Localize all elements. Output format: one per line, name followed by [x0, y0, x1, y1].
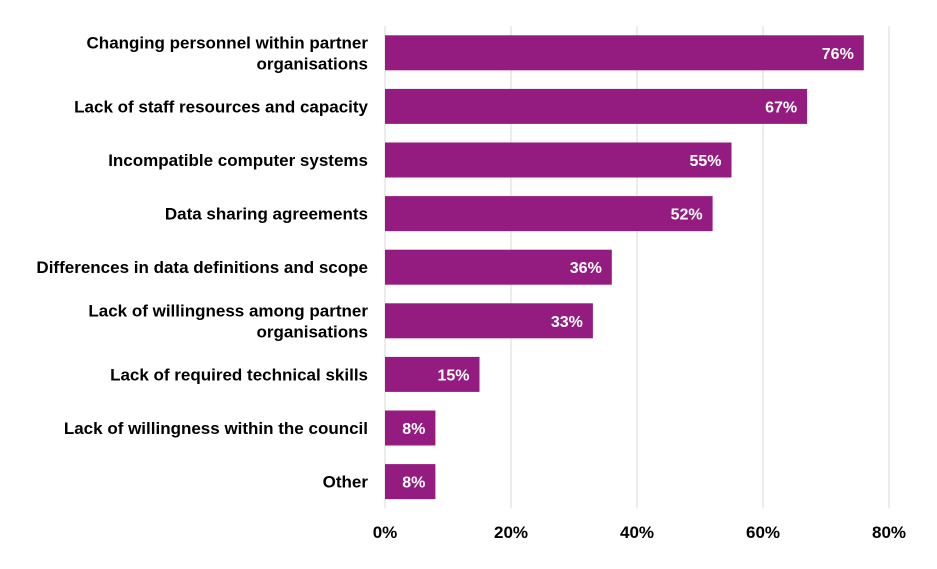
x-tick-label: 0%: [373, 523, 398, 542]
category-label: Data sharing agreements: [165, 205, 368, 224]
category-label: organisations: [257, 322, 368, 341]
bar: [385, 35, 864, 71]
data-label: 15%: [437, 367, 469, 384]
bar: [385, 356, 480, 392]
category-label: Other: [323, 473, 369, 492]
category-label: Lack of willingness within the council: [64, 419, 368, 438]
category-labels: Changing personnel within partner organis…: [36, 33, 368, 491]
bar: [385, 303, 593, 339]
bar: [385, 249, 612, 285]
bars: [385, 35, 864, 500]
category-label: Changing personnel within partner: [87, 33, 369, 52]
x-tick-label: 80%: [872, 523, 906, 542]
category-label: Lack of staff resources and capacity: [74, 97, 368, 116]
x-tick-label: 40%: [620, 523, 654, 542]
x-tick-label: 20%: [494, 523, 528, 542]
category-label: Incompatible computer systems: [108, 151, 368, 170]
data-label: 67%: [765, 99, 797, 116]
data-label: 8%: [402, 421, 425, 438]
category-label: organisations: [257, 54, 368, 73]
data-label: 76%: [822, 46, 854, 63]
bar: [385, 464, 436, 500]
data-label: 8%: [402, 475, 425, 492]
data-label: 36%: [570, 260, 602, 277]
category-label: Differences in data definitions and scop…: [36, 258, 368, 277]
x-axis-ticks: 0% 20% 40% 60% 80%: [373, 523, 906, 542]
data-label: 33%: [551, 314, 583, 331]
bar: [385, 88, 808, 124]
category-label: Lack of willingness among partner: [88, 301, 368, 320]
x-tick-label: 60%: [746, 523, 780, 542]
bar: [385, 196, 713, 232]
data-label: 52%: [671, 207, 703, 224]
data-label: 55%: [689, 153, 721, 170]
data-labels: 76% 67% 55% 52% 36% 33% 15% 8% 8%: [402, 46, 854, 492]
category-label: Lack of required technical skills: [110, 365, 368, 384]
bar: [385, 410, 436, 446]
bar: [385, 142, 732, 178]
